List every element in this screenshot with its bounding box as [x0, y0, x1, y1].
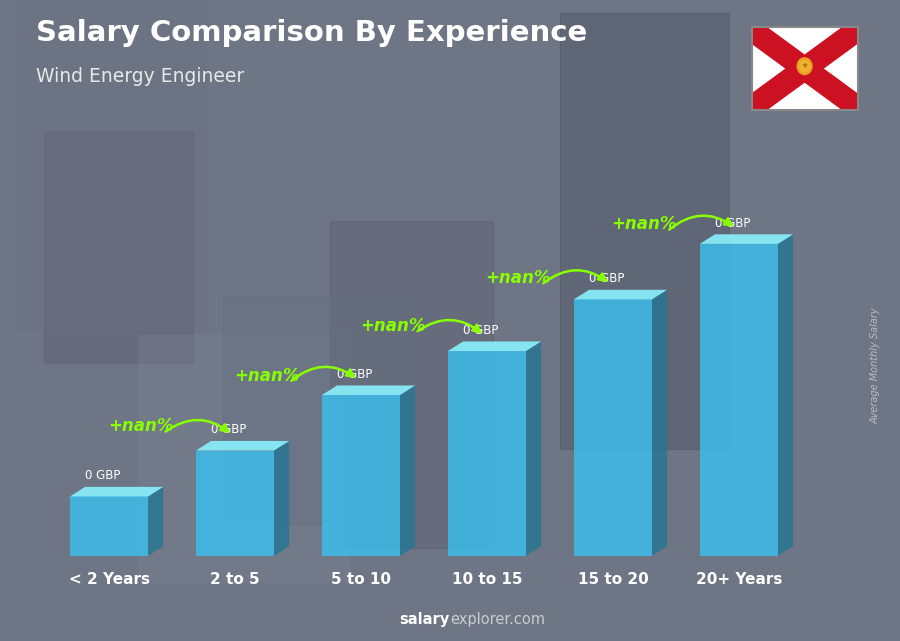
Polygon shape [700, 235, 793, 244]
Polygon shape [148, 487, 163, 556]
Bar [44, 131, 193, 363]
Text: ⚜: ⚜ [802, 63, 807, 69]
Text: Salary Comparison By Experience: Salary Comparison By Experience [36, 19, 587, 47]
Text: +nan%: +nan% [486, 269, 551, 287]
Bar [223, 296, 414, 524]
Polygon shape [400, 385, 415, 556]
Polygon shape [526, 342, 541, 556]
Polygon shape [70, 496, 148, 556]
Text: 0 GBP: 0 GBP [86, 469, 121, 482]
Polygon shape [574, 290, 667, 299]
Bar [330, 221, 493, 547]
Polygon shape [322, 395, 400, 556]
Text: 0 GBP: 0 GBP [337, 368, 373, 381]
Text: explorer.com: explorer.com [450, 612, 545, 627]
Polygon shape [274, 441, 289, 556]
Bar [15, 0, 205, 330]
Text: 0 GBP: 0 GBP [715, 217, 751, 229]
Polygon shape [70, 487, 163, 496]
Polygon shape [652, 290, 667, 556]
Polygon shape [196, 451, 274, 556]
Text: 0 GBP: 0 GBP [463, 324, 499, 337]
Polygon shape [448, 351, 526, 556]
Polygon shape [778, 235, 793, 556]
Text: 0 GBP: 0 GBP [589, 272, 625, 285]
Bar [560, 13, 729, 449]
Text: 0 GBP: 0 GBP [211, 423, 247, 437]
Text: +nan%: +nan% [360, 317, 426, 335]
Polygon shape [322, 385, 415, 395]
Polygon shape [196, 441, 289, 451]
Polygon shape [448, 342, 541, 351]
Text: salary: salary [400, 612, 450, 627]
Polygon shape [752, 27, 858, 110]
Circle shape [797, 58, 812, 74]
Circle shape [799, 60, 810, 72]
Polygon shape [700, 244, 778, 556]
Text: +nan%: +nan% [234, 367, 300, 385]
Polygon shape [752, 27, 858, 110]
Bar [140, 335, 349, 582]
Polygon shape [574, 299, 652, 556]
Text: +nan%: +nan% [108, 417, 174, 435]
Text: +nan%: +nan% [612, 215, 677, 233]
Text: Average Monthly Salary: Average Monthly Salary [870, 307, 880, 424]
Text: Wind Energy Engineer: Wind Energy Engineer [36, 67, 244, 87]
